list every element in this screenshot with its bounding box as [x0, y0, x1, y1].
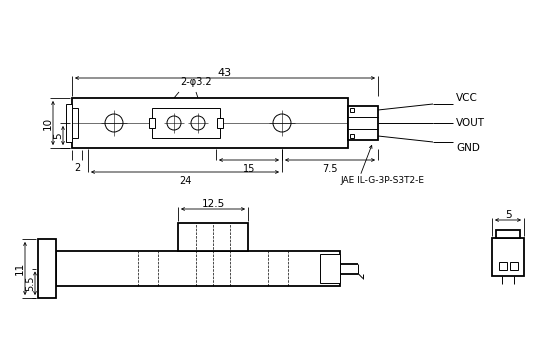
Text: 5.5: 5.5	[25, 275, 35, 291]
Bar	[510, 262, 517, 270]
Text: 43: 43	[218, 68, 232, 78]
Text: 2-φ3.2: 2-φ3.2	[180, 77, 212, 87]
Bar	[348, 106, 378, 140]
Bar	[498, 262, 506, 270]
Text: 24: 24	[179, 176, 191, 186]
Bar	[492, 238, 524, 276]
Text: 5: 5	[505, 210, 511, 220]
Bar	[149, 118, 155, 128]
Text: 15: 15	[243, 164, 255, 174]
Bar	[496, 230, 520, 238]
Bar	[56, 251, 340, 286]
Text: JAE IL-G-3P-S3T2-E: JAE IL-G-3P-S3T2-E	[340, 176, 424, 185]
Text: 10: 10	[43, 117, 53, 129]
Bar	[66, 104, 72, 142]
Text: VOUT: VOUT	[456, 118, 485, 128]
Bar	[350, 108, 354, 112]
Text: 12.5: 12.5	[202, 199, 225, 209]
Bar	[152, 108, 220, 138]
Text: VCC: VCC	[456, 93, 478, 103]
Bar	[320, 254, 340, 283]
Text: 2: 2	[74, 163, 80, 173]
Bar	[217, 118, 223, 128]
Bar	[72, 108, 78, 138]
Bar	[72, 98, 348, 148]
Text: 5: 5	[53, 132, 63, 139]
Bar	[38, 239, 56, 298]
Bar	[178, 223, 248, 251]
Text: GND: GND	[456, 143, 480, 153]
Bar	[350, 134, 354, 138]
Text: 11: 11	[15, 262, 25, 275]
Text: 7.5: 7.5	[322, 164, 338, 174]
